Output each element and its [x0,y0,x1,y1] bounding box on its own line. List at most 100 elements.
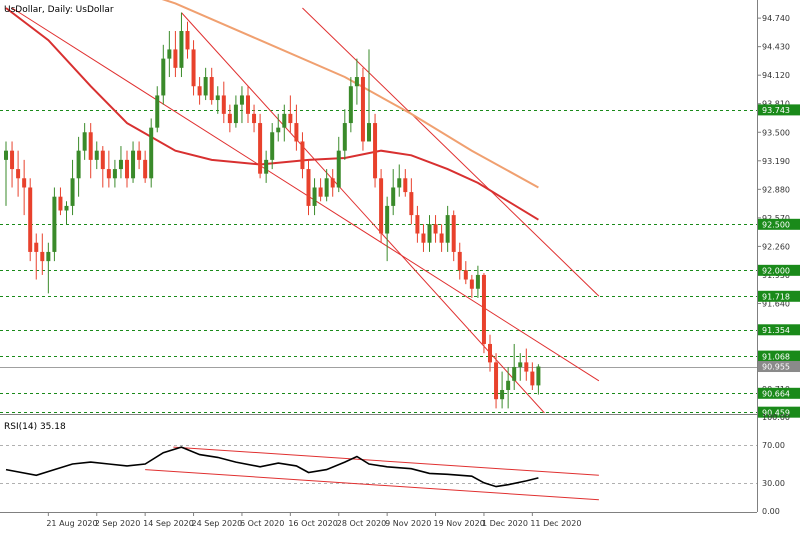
candle-body [342,123,347,151]
time-tick-label: 19 Nov 2020 [434,519,485,528]
candle [288,95,293,133]
time-tick-label: 14 Sep 2020 [143,519,194,528]
candle-body [494,362,499,400]
candle-body [34,242,39,252]
candle [34,233,39,280]
candle [52,187,57,262]
rsi-trend-line [145,469,599,501]
candle-body [76,150,81,179]
candle-body [258,123,263,174]
level-badge [758,350,800,362]
candle-body [488,343,492,363]
rsi-tick-label: 70.00 [762,441,785,450]
candle [536,364,541,395]
candle [94,141,99,170]
candle [221,81,226,124]
candle [125,150,129,188]
time-tick-label: 16 Oct 2020 [288,519,337,528]
candle [481,273,486,354]
candle [82,123,87,160]
price-tick-label: 93.810 [762,100,790,109]
candle-body [391,187,396,206]
channel-line [302,7,600,297]
candle [518,353,523,381]
candle [118,146,123,179]
candle [233,95,238,128]
candle [112,159,117,188]
candle-body [403,178,408,193]
level-badge [758,406,800,418]
candle [197,77,202,105]
rsi-title: RSI(14) 35.18 [4,422,66,432]
candle [22,159,27,216]
candle-body [88,132,93,160]
level-badge-label: 90.955 [762,363,790,372]
candle-body [433,224,438,234]
candle-body [336,150,341,188]
candle-body [155,95,160,128]
candle [276,113,281,142]
candle [373,113,378,188]
candle-body [28,187,33,252]
price-tick-label: 94.430 [762,43,790,52]
candle [185,21,190,59]
candle-body [106,169,111,179]
candle [246,86,250,124]
candle-body [270,132,275,160]
time-tick-label: 28 Oct 2020 [337,519,386,528]
candle-body [227,113,232,124]
candle [209,67,214,105]
level-badge [758,387,800,399]
candle [137,141,142,170]
level-badge [758,290,800,302]
candle-body [70,178,75,206]
level-badge [758,324,800,336]
candle-body [409,192,414,216]
candle-body [209,77,214,101]
candle [324,169,329,202]
candle [433,215,438,243]
candle [149,118,154,188]
candle [463,261,468,285]
rsi-tick-label: 30.00 [762,479,785,488]
price-tick-label: 94.120 [762,71,790,80]
candle [342,109,347,160]
candle [191,40,196,96]
candle-body [137,150,142,160]
candle-body [318,187,323,197]
candle-body [191,49,196,87]
candle-body [118,159,123,170]
candle [397,164,402,197]
candle [348,77,353,133]
level-badge [758,104,800,116]
candle-body [397,178,402,188]
price-tick-label: 93.190 [762,157,790,166]
candle-body [58,196,63,211]
candle [203,67,208,101]
candle-body [415,215,420,234]
candle [391,169,396,216]
candle [475,265,480,298]
candle-body [40,251,45,262]
level-badge-label: 91.354 [762,326,790,335]
candle-body [445,215,450,243]
moving-average-line [161,0,539,189]
candle [40,233,45,275]
price-tick-label: 92.260 [762,242,790,251]
level-badge-label: 90.459 [762,408,790,417]
candle [524,348,529,381]
candle-body [173,49,178,68]
candle [469,274,474,298]
candle [252,104,257,133]
candle-body [518,362,523,367]
candle-body [300,141,305,170]
candle-body [143,159,148,179]
candle [173,31,178,78]
candle-body [94,150,99,160]
candle [161,44,166,105]
candle-body [288,113,293,124]
candle-body [282,113,287,128]
